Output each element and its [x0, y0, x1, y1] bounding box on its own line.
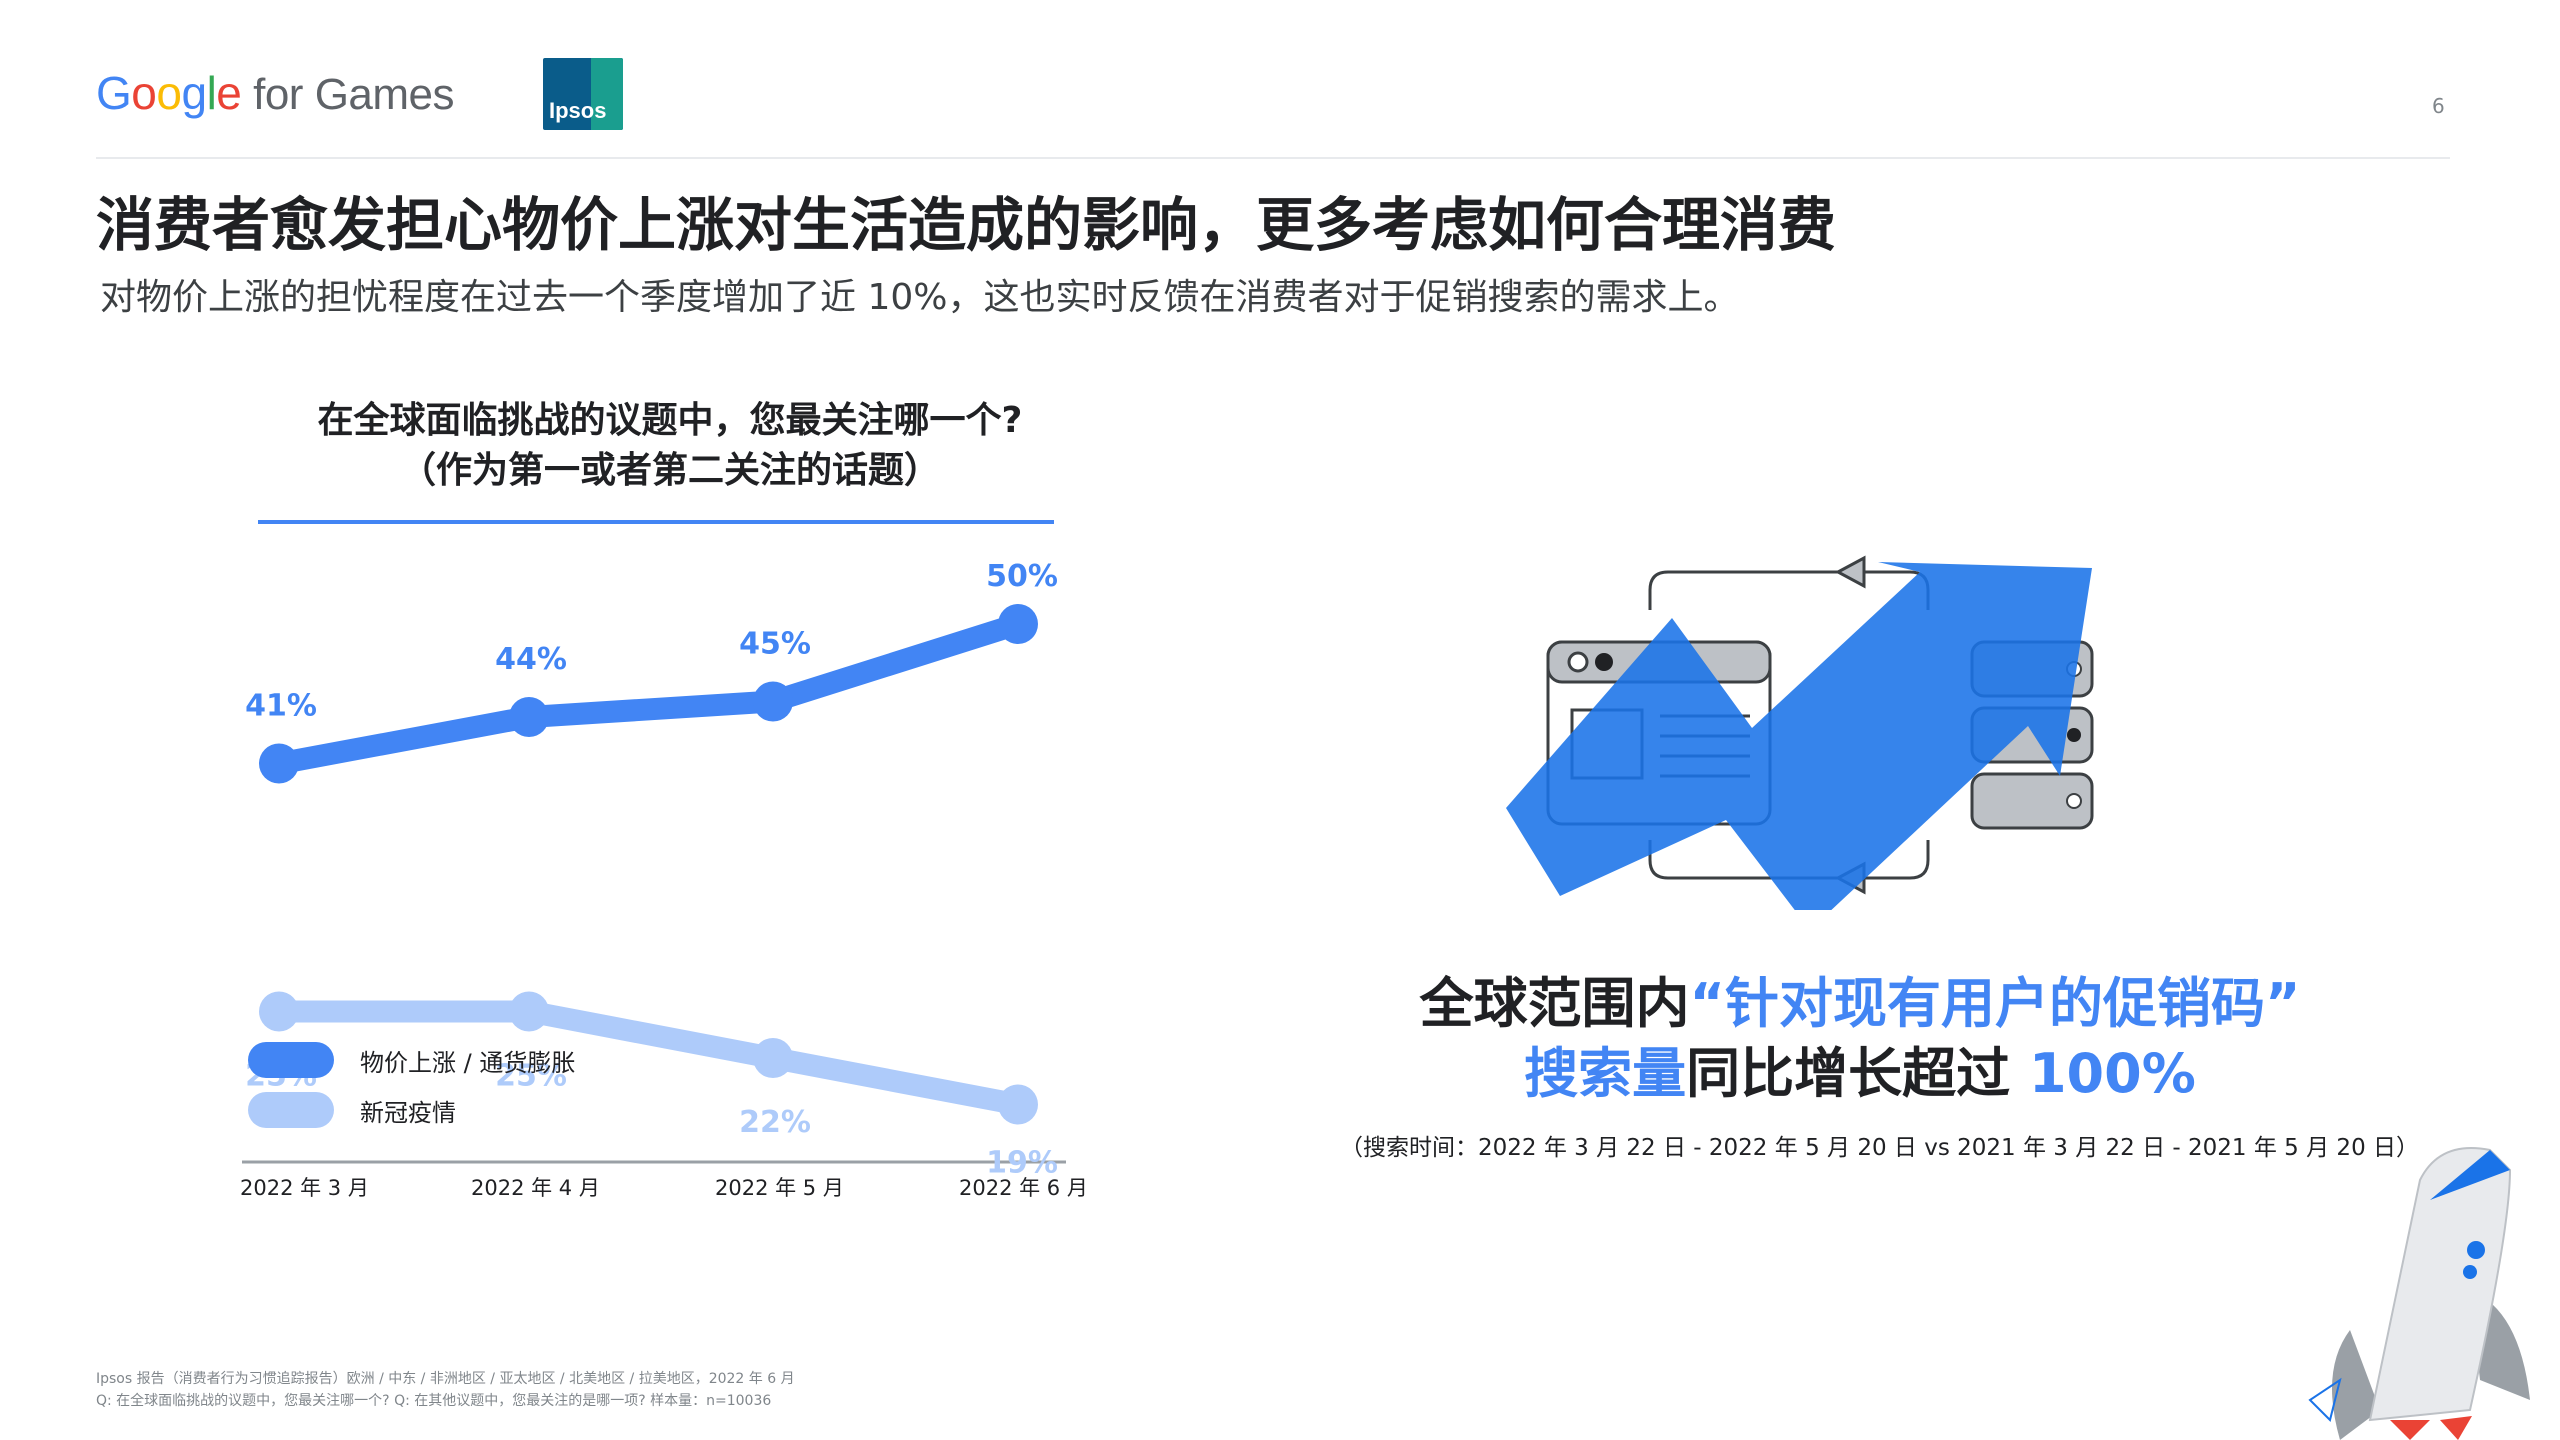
data-point: [259, 991, 299, 1032]
logo-letter: o: [131, 67, 157, 119]
logo-letter: g: [181, 67, 207, 119]
data-point: [259, 743, 299, 784]
data-label: 25%: [495, 1059, 567, 1094]
series-line-1: [268, 1000, 1029, 1116]
x-tick-label: 2022 年 3 月: [240, 1176, 369, 1200]
data-label: 45%: [739, 627, 811, 662]
page-title: 消费者愈发担心物价上涨对生活造成的影响，更多考虑如何合理消费: [96, 191, 1837, 259]
series-line-0: [268, 613, 1029, 775]
chart-title-line2: （作为第一或者第二关注的话题）: [399, 450, 940, 491]
header-divider: [96, 157, 2450, 159]
data-label: 50%: [986, 559, 1058, 594]
chart-title-underline: [258, 520, 1054, 524]
stat-line1-prefix: 全球范围内: [1419, 972, 1690, 1035]
data-label: 19%: [986, 1146, 1058, 1181]
legend-label-inflation: 物价上涨 / 通货膨胀: [360, 1048, 576, 1077]
logo-letter: G: [96, 67, 132, 119]
growth-illustration: [1506, 555, 2094, 910]
x-tick-label: 2022 年 4 月: [471, 1176, 600, 1200]
chart-title-line1: 在全球面临挑战的议题中，您最关注哪一个?: [317, 400, 1023, 441]
legend-swatch-inflation: [248, 1042, 334, 1078]
data-point: [753, 681, 793, 722]
page-number: 6: [2432, 94, 2445, 118]
stat-line-1: 全球范围内“针对现有用户的促销码”: [1360, 970, 2360, 1038]
legend-swatch-covid: [248, 1092, 334, 1128]
footnote-question: Q: 在全球面临挑战的议题中，您最关注哪一个? Q: 在其他议题中，您最关注的是…: [96, 1393, 772, 1409]
chart-title: 在全球面临挑战的议题中，您最关注哪一个? （作为第一或者第二关注的话题）: [250, 396, 1090, 496]
google-for-games-logo: Google for Games: [96, 66, 455, 120]
stat-line2-mid: 同比增长超过: [1686, 1042, 2011, 1105]
data-point: [998, 604, 1038, 644]
data-point: [509, 697, 549, 737]
legend-label-covid: 新冠疫情: [360, 1098, 456, 1127]
data-label: 44%: [495, 642, 567, 677]
stat-line2-highlight: 搜索量: [1524, 1042, 1687, 1105]
data-label: 22%: [739, 1105, 811, 1140]
stat-line1-highlight: “针对现有用户的促销码”: [1689, 972, 2301, 1035]
x-tick-label: 2022 年 6 月: [959, 1176, 1088, 1200]
data-point: [998, 1084, 1038, 1125]
logo-letter: l: [206, 67, 217, 119]
ipsos-logo: Ipsos: [543, 58, 623, 130]
legend-item-covid: 新冠疫情: [248, 1092, 456, 1128]
stat-line2-percent: 100%: [2028, 1042, 2196, 1105]
footnote-source: Ipsos 报告（消费者行为习惯追踪报告）欧洲 / 中东 / 非洲地区 / 亚太…: [96, 1371, 795, 1387]
logo-letter: o: [156, 67, 182, 119]
logo-text: for Games: [241, 70, 455, 119]
data-label: 41%: [245, 689, 317, 724]
logo-letter: e: [216, 67, 242, 119]
x-tick-label: 2022 年 5 月: [715, 1176, 844, 1200]
ipsos-logo-text: Ipsos: [549, 98, 607, 123]
data-point: [509, 991, 549, 1032]
page-subtitle: 对物价上涨的担忧程度在过去一个季度增加了近 10%，这也实时反馈在消费者对于促销…: [100, 277, 1740, 318]
legend-item-inflation: 物价上涨 / 通货膨胀: [248, 1042, 575, 1078]
rocket-icon: [2308, 1147, 2530, 1440]
stat-date-note: （搜索时间：2022 年 3 月 22 日 - 2022 年 5 月 20 日 …: [1340, 1135, 2420, 1161]
stat-line-2: 搜索量同比增长超过 100%: [1360, 1040, 2360, 1108]
data-point: [753, 1038, 793, 1078]
